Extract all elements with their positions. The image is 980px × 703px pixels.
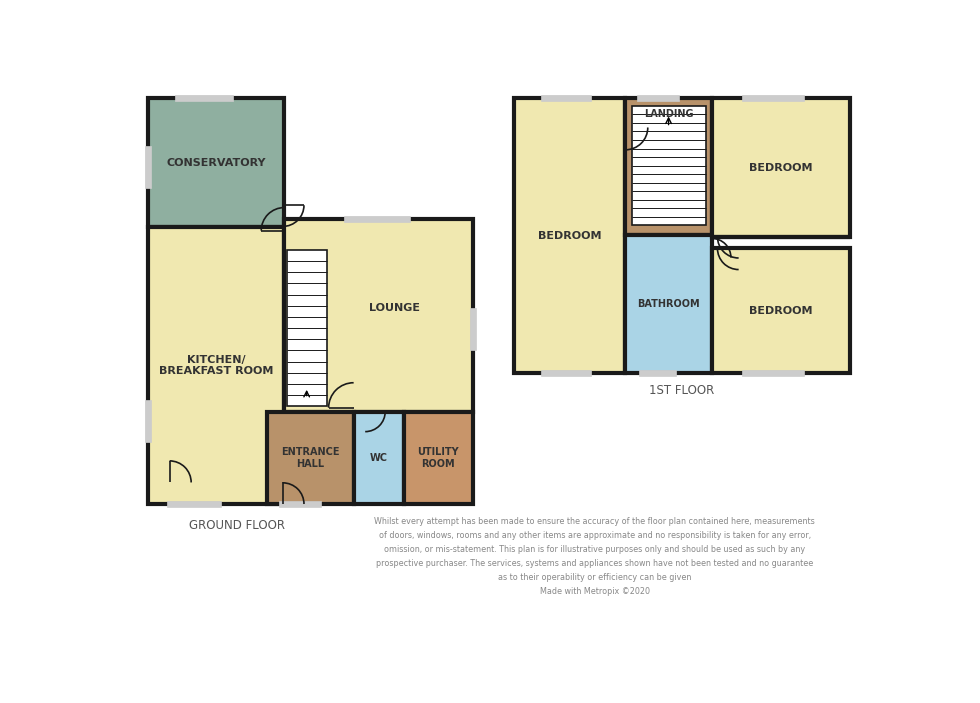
Bar [470,308,476,350]
Text: UTILITY
ROOM: UTILITY ROOM [417,447,460,469]
Text: BEDROOM: BEDROOM [750,162,812,172]
Bar [175,95,233,101]
Bar [625,98,711,235]
Text: LOUNGE: LOUNGE [368,303,419,313]
Bar [268,412,354,504]
Bar [404,412,473,504]
Text: ENTRANCE
HALL: ENTRANCE HALL [281,447,340,469]
Bar [286,250,326,406]
Bar [354,412,404,504]
Bar [541,95,591,101]
Bar [743,95,804,101]
Text: CONSERVATORY: CONSERVATORY [167,157,266,167]
Text: BATHROOM: BATHROOM [637,299,700,309]
Text: GROUND FLOOR: GROUND FLOOR [188,519,284,532]
Text: Whilst every attempt has been made to ensure the accuracy of the floor plan cont: Whilst every attempt has been made to en… [374,517,815,595]
Bar [637,95,679,101]
Bar [541,370,591,376]
Text: 1ST FLOOR: 1ST FLOOR [650,385,714,397]
Bar [625,235,711,373]
Bar [639,370,676,376]
Bar [168,501,221,507]
Bar [279,501,321,507]
Text: KITCHEN/
BREAKFAST ROOM: KITCHEN/ BREAKFAST ROOM [159,354,273,376]
Text: WC: WC [369,453,388,463]
Bar [514,98,625,373]
Bar [711,98,851,237]
Bar [148,98,284,227]
Bar [284,219,473,412]
Bar [344,216,410,222]
Bar [145,400,151,442]
Text: LANDING: LANDING [644,109,693,119]
Bar [145,146,151,188]
Bar [148,227,284,504]
Text: BEDROOM: BEDROOM [750,306,812,316]
Bar [711,248,851,373]
Bar [743,370,804,376]
Text: BEDROOM: BEDROOM [538,231,602,240]
Bar [632,106,706,225]
